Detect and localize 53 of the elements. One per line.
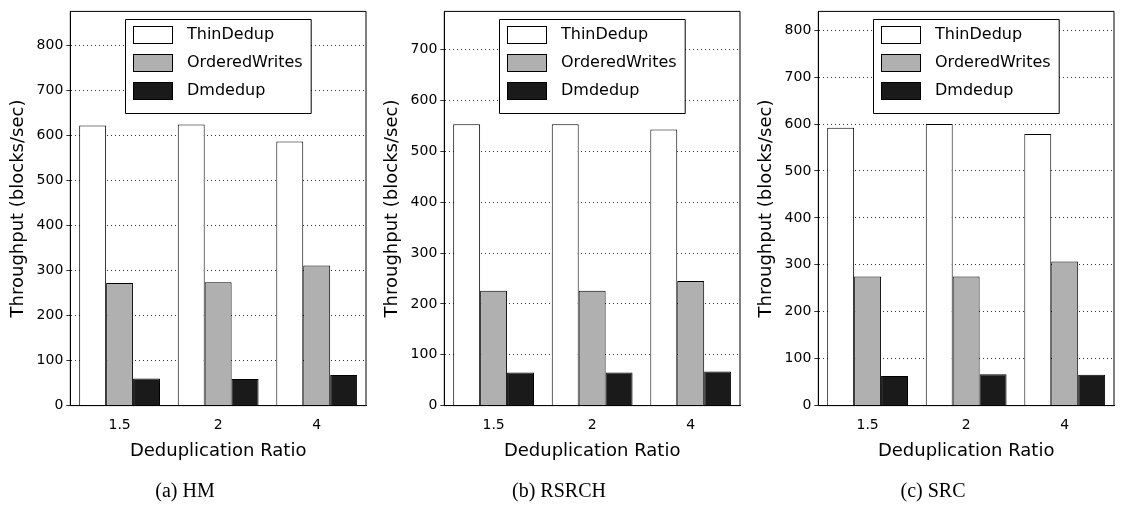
- y-tick-label: 800: [36, 35, 64, 52]
- legend-label: Dmdedup: [187, 80, 266, 100]
- y-tick-label: 500: [410, 141, 438, 158]
- x-tick-label: 1.5: [482, 415, 505, 432]
- y-axis-title: Throughput (blocks/sec): [6, 99, 28, 319]
- y-tick-label: 700: [784, 67, 812, 84]
- y-tick-label: 600: [410, 91, 438, 108]
- y-tick-label: 0: [54, 396, 64, 413]
- y-tick-label: 300: [36, 261, 64, 278]
- x-tick-label: 1.5: [108, 415, 131, 432]
- y-tick-label: 500: [36, 170, 64, 187]
- y-tick-label: 400: [36, 216, 64, 233]
- x-tick-label: 2: [213, 415, 223, 432]
- legend-label: OrderedWrites: [561, 52, 677, 72]
- y-tick-label: 100: [36, 351, 64, 368]
- legend-label: OrderedWrites: [935, 52, 1051, 72]
- legend-label: OrderedWrites: [187, 52, 303, 72]
- x-tick-label: 2: [961, 415, 971, 432]
- y-tick-label: 300: [784, 255, 812, 272]
- y-tick-label: 700: [36, 80, 64, 97]
- legend-label: Dmdedup: [935, 80, 1014, 100]
- x-tick-label: 4: [312, 415, 322, 432]
- x-tick-label: 1.5: [856, 415, 879, 432]
- x-axis-title: Deduplication Ratio: [129, 438, 307, 460]
- y-tick-label: 100: [410, 345, 438, 362]
- y-tick-label: 500: [784, 161, 812, 178]
- y-tick-label: 700: [410, 40, 438, 57]
- y-tick-label: 0: [802, 396, 812, 413]
- text: (b) RSRCH: [512, 479, 606, 503]
- y-tick-label: 400: [410, 192, 438, 209]
- y-tick-label: 300: [410, 243, 438, 260]
- text: (c) SRC: [900, 479, 966, 503]
- x-tick-label: 4: [1060, 415, 1070, 432]
- y-tick-label: 200: [784, 302, 812, 319]
- y-tick-label: 400: [784, 208, 812, 225]
- x-tick-label: 4: [686, 415, 696, 432]
- y-tick-label: 200: [410, 294, 438, 311]
- y-tick-label: 800: [784, 20, 812, 37]
- y-tick-label: 0: [428, 396, 438, 413]
- y-axis-title: Throughput (blocks/sec): [754, 99, 776, 319]
- legend-label: ThinDedup: [186, 24, 275, 44]
- y-axis-title: Throughput (blocks/sec): [380, 99, 402, 319]
- legend-label: ThinDedup: [934, 24, 1023, 44]
- legend-label: ThinDedup: [560, 24, 649, 44]
- x-axis-title: Deduplication Ratio: [877, 438, 1055, 460]
- y-tick-label: 600: [784, 114, 812, 131]
- x-axis-title: Deduplication Ratio: [503, 438, 681, 460]
- x-tick-label: 2: [587, 415, 597, 432]
- y-tick-label: 200: [36, 306, 64, 323]
- text: (a) HM: [155, 479, 215, 503]
- legend-label: Dmdedup: [561, 80, 640, 100]
- y-tick-label: 600: [36, 125, 64, 142]
- y-tick-label: 100: [784, 349, 812, 366]
